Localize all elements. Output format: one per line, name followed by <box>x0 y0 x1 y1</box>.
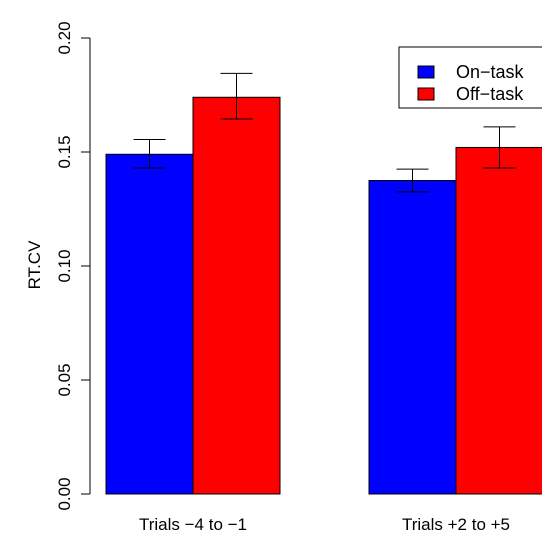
bar-off-task <box>192 96 281 495</box>
bar-off-task <box>455 146 542 495</box>
legend-swatch <box>417 87 435 101</box>
y-axis-label: RT.CV <box>25 240 44 289</box>
legend-swatch <box>417 65 435 79</box>
x-category-label: Trials +2 to +5 <box>402 515 510 534</box>
y-tick-label: 0.15 <box>55 135 74 168</box>
y-tick-label: 0.20 <box>55 21 74 54</box>
bar-on-task <box>105 153 194 495</box>
x-axis-categories: Trials −4 to −1 Trials +2 to +5 <box>139 515 510 534</box>
y-tick-label: 0.10 <box>55 249 74 282</box>
bar-on-task <box>368 180 457 495</box>
x-category-label: Trials −4 to −1 <box>139 515 247 534</box>
legend-label: Off−task <box>456 84 524 104</box>
bars <box>105 96 542 495</box>
error-bars <box>133 72 516 193</box>
y-axis: 0.00 0.05 0.10 0.15 0.20 <box>55 21 91 511</box>
y-tick-label: 0.00 <box>55 477 74 510</box>
legend-label: On−task <box>456 62 525 82</box>
y-tick-label: 0.05 <box>55 363 74 396</box>
